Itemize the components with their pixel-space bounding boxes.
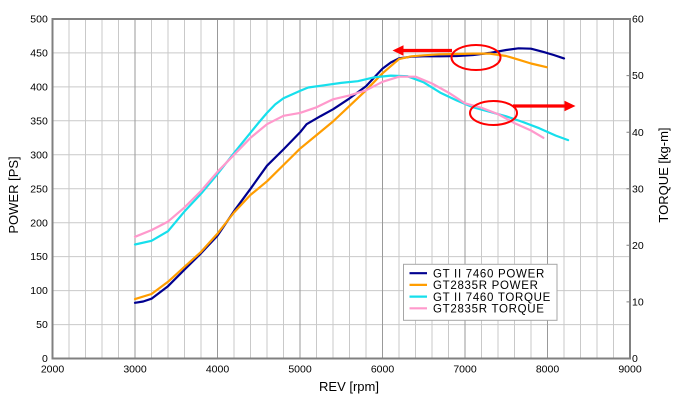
svg-text:2000: 2000 [41,363,65,375]
svg-text:0: 0 [42,353,48,365]
svg-text:POWER [PS]: POWER [PS] [6,156,21,233]
svg-text:60: 60 [632,14,644,26]
svg-text:40: 40 [632,127,644,139]
svg-text:450: 450 [30,48,48,60]
svg-text:400: 400 [30,82,48,94]
svg-text:3000: 3000 [123,363,147,375]
svg-text:GT II 7460 TORQUE: GT II 7460 TORQUE [433,292,551,304]
svg-text:GT2835R TORQUE: GT2835R TORQUE [433,304,545,316]
svg-text:5000: 5000 [288,363,312,375]
svg-text:100: 100 [30,285,48,297]
svg-text:500: 500 [30,14,48,26]
svg-text:50: 50 [36,319,48,331]
svg-text:350: 350 [30,115,48,127]
svg-text:4000: 4000 [206,363,230,375]
svg-text:REV [rpm]: REV [rpm] [319,379,379,394]
svg-text:10: 10 [632,297,644,309]
svg-text:GT2835R POWER: GT2835R POWER [433,280,539,292]
svg-text:20: 20 [632,240,644,252]
svg-text:8000: 8000 [536,363,560,375]
svg-text:9000: 9000 [618,363,642,375]
svg-text:300: 300 [30,149,48,161]
svg-text:250: 250 [30,183,48,195]
svg-text:200: 200 [30,217,48,229]
svg-text:50: 50 [632,70,644,82]
svg-text:0: 0 [632,353,638,365]
svg-text:30: 30 [632,183,644,195]
svg-text:TORQUE [kg-m]: TORQUE [kg-m] [656,127,671,222]
svg-text:7000: 7000 [453,363,477,375]
svg-text:GT II 7460 POWER: GT II 7460 POWER [433,268,545,280]
svg-text:6000: 6000 [371,363,395,375]
svg-text:150: 150 [30,251,48,263]
